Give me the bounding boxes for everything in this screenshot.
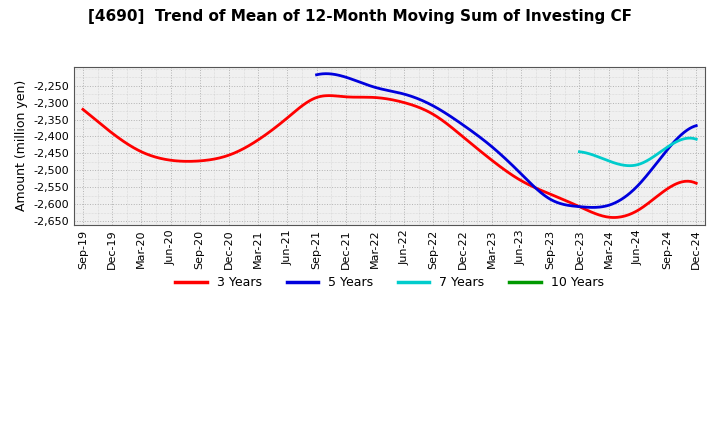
Y-axis label: Amount (million yen): Amount (million yen) (15, 80, 28, 212)
Legend: 3 Years, 5 Years, 7 Years, 10 Years: 3 Years, 5 Years, 7 Years, 10 Years (171, 271, 608, 294)
Text: [4690]  Trend of Mean of 12-Month Moving Sum of Investing CF: [4690] Trend of Mean of 12-Month Moving … (88, 9, 632, 24)
